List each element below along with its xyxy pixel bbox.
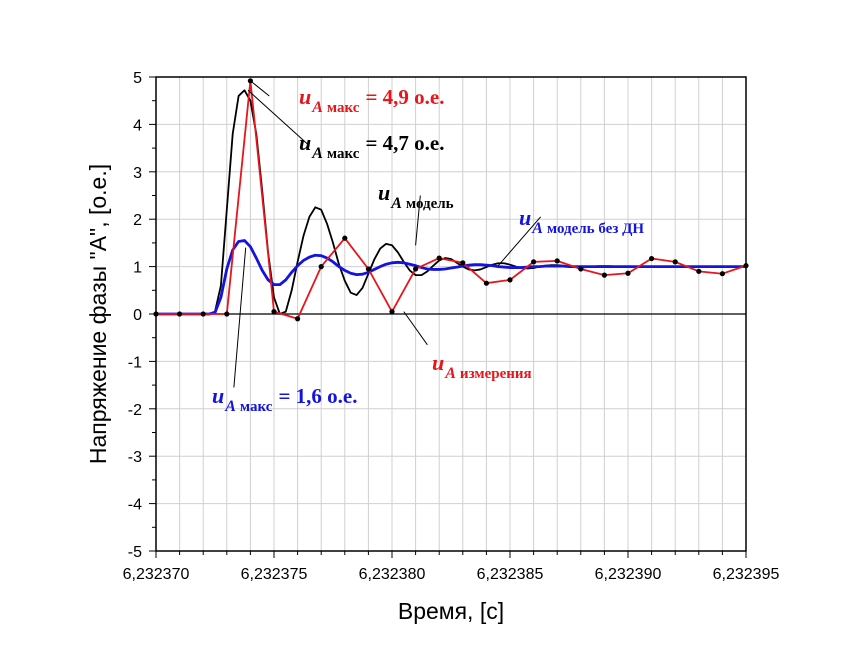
- data-point: [696, 268, 702, 274]
- leader-line: [497, 216, 542, 266]
- y-tick-label: -1: [128, 354, 142, 371]
- annotation-black-peak: uA макс = 4,7 о.е.: [299, 130, 445, 162]
- x-tick-label: 6,232395: [713, 566, 780, 583]
- leader-line: [233, 247, 247, 388]
- series-line-measured: [156, 79, 747, 320]
- x-tick-label: 6,232390: [595, 566, 662, 583]
- x-axis-title: Время, [с]: [398, 598, 504, 624]
- y-tick-label: -3: [128, 449, 142, 466]
- data-point: [413, 266, 419, 272]
- data-point: [483, 280, 489, 286]
- y-tick-label: 1: [133, 260, 142, 277]
- data-point: [601, 272, 608, 278]
- y-tick-label: -4: [128, 497, 142, 514]
- leader-line: [403, 311, 428, 346]
- data-point: [436, 255, 442, 261]
- grid: [156, 77, 746, 551]
- data-point: [554, 258, 560, 264]
- data-point: [672, 259, 678, 265]
- data-point: [271, 309, 277, 315]
- x-tick-label: 6,232375: [241, 566, 308, 583]
- data-point: [460, 260, 466, 266]
- data-point: [153, 311, 159, 317]
- leader-line: [247, 89, 310, 147]
- annotation-leaders: [233, 80, 542, 388]
- series-group: [153, 78, 749, 322]
- y-tick-label: 0: [133, 307, 142, 324]
- y-axis-title: Напряжение фазы "А", [о.е.]: [85, 164, 111, 464]
- y-tick-label: 4: [133, 117, 142, 134]
- leader-line: [250, 80, 270, 97]
- data-point: [295, 316, 301, 322]
- data-point: [719, 271, 726, 277]
- annotation-red-meas: uA измерения: [432, 350, 532, 382]
- annotations: uA макс = 4,9 о.е. uA макс = 4,7 о.е. uA модель…: [212, 84, 644, 415]
- annotation-blue-model: uA модель без ДН: [519, 205, 644, 237]
- x-tick-label: 6,232380: [359, 566, 426, 583]
- data-point: [531, 259, 537, 265]
- x-tick-label: 6,232370: [123, 566, 190, 583]
- data-point: [743, 263, 749, 269]
- y-tick-labels: -5 -4 -3 -2 -1 0 1 2 3 4 5: [128, 70, 142, 561]
- data-point: [507, 277, 513, 283]
- y-tick-label: 5: [133, 70, 142, 87]
- y-tick-label: 3: [133, 165, 142, 182]
- series-line-model-no-dn: [156, 239, 746, 316]
- data-point: [342, 235, 348, 241]
- axis-ticks: [149, 76, 747, 558]
- annotation-blue-peak: uA макс = 1,6 о.е.: [212, 383, 358, 415]
- data-point: [200, 311, 206, 317]
- data-point: [365, 266, 371, 272]
- data-point: [389, 309, 395, 315]
- y-tick-label: 2: [133, 212, 142, 229]
- annotation-red-peak: uA макс = 4,9 о.е.: [299, 84, 445, 116]
- data-point: [649, 255, 655, 262]
- data-point: [177, 311, 183, 317]
- x-tick-label: 6,232385: [477, 566, 544, 583]
- x-tick-labels: 6,232370 6,232375 6,232380 6,232385 6,232390…: [123, 566, 780, 583]
- leader-line: [415, 195, 421, 246]
- annotation-black-model: uA модель: [378, 180, 454, 212]
- data-point: [224, 311, 230, 317]
- data-point: [625, 270, 631, 276]
- y-tick-label: -2: [128, 402, 142, 419]
- y-tick-label: -5: [128, 544, 142, 561]
- data-point: [578, 266, 584, 272]
- data-point: [318, 264, 324, 270]
